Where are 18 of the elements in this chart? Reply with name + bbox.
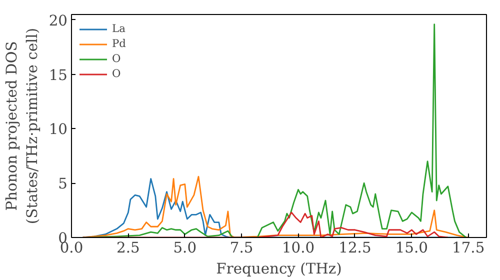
x-axis-title: Frequency (THz) bbox=[216, 260, 342, 278]
x-tick-label: 12.5 bbox=[338, 240, 372, 256]
legend-label: O bbox=[112, 52, 122, 65]
x-tick-label: 17.5 bbox=[452, 240, 485, 256]
line-series bbox=[82, 24, 467, 238]
y-tick-label: 20 bbox=[48, 12, 68, 30]
legend-label: La bbox=[112, 22, 126, 35]
x-tick-label: 7.5 bbox=[230, 240, 254, 256]
x-tick-label: 10.0 bbox=[282, 240, 315, 256]
y-axis-title: Phonon projected DOS (States/THz·primitive cell) bbox=[3, 28, 41, 224]
y-tick-label: 10 bbox=[48, 121, 68, 138]
x-tick-label: 5.0 bbox=[173, 240, 197, 256]
x-tick-label: 15.0 bbox=[395, 240, 428, 256]
legend-label: O bbox=[112, 67, 122, 80]
y-tick-label: 5 bbox=[58, 176, 68, 193]
legend-label: Pd bbox=[112, 37, 127, 50]
y-tick-label: 15 bbox=[48, 66, 68, 84]
x-tick-label: 2.5 bbox=[116, 240, 140, 256]
